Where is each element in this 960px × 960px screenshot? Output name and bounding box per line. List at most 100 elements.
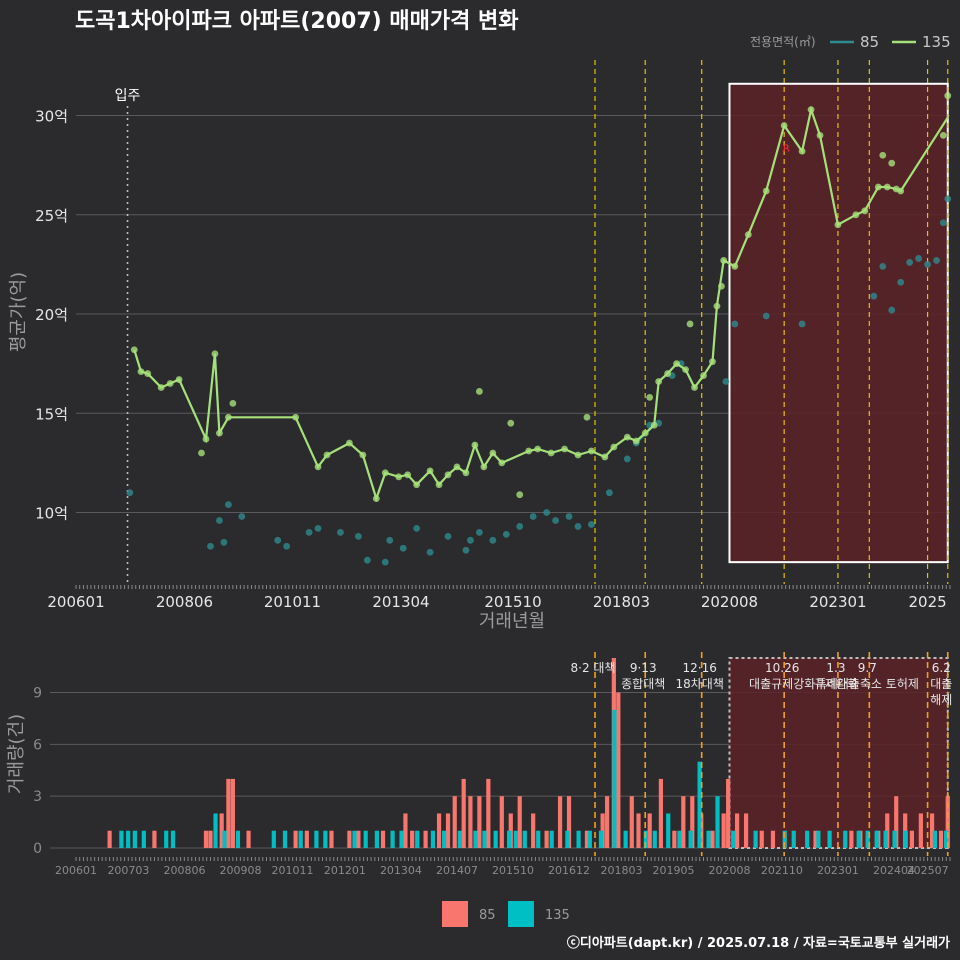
series-135-point [874, 183, 882, 191]
series-135-point [673, 360, 680, 368]
legend-85-label: 85 [860, 33, 879, 51]
bar-85 [909, 830, 915, 848]
bar-85 [710, 830, 715, 848]
bottom-x-tick-label: 200703 [107, 864, 149, 877]
bar-135 [697, 761, 702, 848]
bar-135 [507, 830, 512, 848]
series-85-point [386, 536, 394, 544]
series-135-point [834, 221, 842, 229]
bar-85 [726, 778, 731, 848]
series-85-point [722, 378, 730, 385]
series-85-point [489, 536, 497, 544]
bottom-x-tick-label: 200806 [163, 864, 205, 877]
series-135-point [413, 481, 421, 489]
bar-85 [721, 813, 726, 848]
series-135-point [359, 451, 367, 459]
series-85-point [283, 542, 291, 550]
bottom-x-tick-label: 200908 [219, 864, 261, 877]
bar-135 [352, 830, 357, 848]
bar-135 [473, 830, 478, 848]
bar-85 [356, 830, 361, 848]
occupancy-label: 입주 [115, 88, 141, 104]
bottom-x-tick-label: 202301 [817, 864, 859, 877]
top-x-tick-label: 201803 [593, 593, 650, 611]
series-85-point [126, 489, 134, 497]
series-135-point [646, 394, 654, 401]
series-135-point [686, 320, 694, 328]
series-85-point [207, 542, 214, 550]
bar-85 [230, 778, 235, 848]
bottom-bars [107, 658, 950, 848]
series-85-point [565, 513, 573, 520]
bar-85 [423, 830, 428, 848]
top-legend: 전용면적(㎡) 85 135 [750, 33, 951, 51]
top-x-tick-label: 2025 [908, 593, 946, 611]
policy-label: 해제 [930, 693, 952, 707]
series-135-point [426, 467, 434, 475]
bar-135 [141, 830, 146, 848]
bar-85 [759, 830, 764, 848]
series-135-point [216, 429, 223, 437]
policy-label: 대출 [930, 677, 952, 691]
policy-label: 종합대책 [621, 676, 665, 691]
bar-135 [119, 830, 124, 848]
series-135-point [547, 449, 555, 457]
series-135-point [650, 421, 658, 429]
series-85-point [924, 261, 931, 268]
series-135-point [372, 495, 380, 503]
bar-135 [827, 830, 832, 848]
top-policy-lines: 입주 [115, 60, 949, 584]
series-135-point [435, 481, 443, 489]
bar-135 [126, 830, 131, 848]
series-85-point [552, 517, 559, 524]
series-135-point [682, 366, 689, 374]
top-x-tick-label: 201011 [264, 593, 321, 611]
bar-85 [410, 830, 415, 848]
series-85-point [467, 536, 474, 544]
policy-label: 9.7 [858, 661, 877, 675]
series-135-point [395, 473, 403, 481]
bar-85 [152, 830, 157, 848]
series-135-point [888, 159, 896, 167]
series-135-point [507, 419, 515, 427]
series-85-point [462, 546, 470, 554]
bar-135 [932, 830, 938, 848]
bar-135 [715, 796, 720, 848]
series-135-point [292, 413, 300, 421]
bottom-y-tick-label: 9 [33, 686, 42, 702]
series-135-point [166, 380, 174, 387]
bar-85 [938, 830, 944, 848]
bar-135 [892, 830, 897, 848]
bar-85 [486, 778, 491, 848]
bar-135 [612, 709, 617, 848]
series-135-point [807, 106, 815, 113]
bar-135 [549, 830, 554, 848]
bar-85 [208, 830, 213, 848]
bar-85 [918, 813, 923, 848]
bar-85 [403, 813, 408, 848]
top-highlight-box [728, 82, 949, 564]
bar-85 [203, 830, 209, 848]
series-135-point [897, 187, 905, 195]
series-135-point [130, 346, 138, 354]
top-x-tick-label: 202301 [809, 593, 866, 611]
series-85-point [870, 292, 878, 300]
bar-135 [643, 830, 648, 848]
bar-85 [605, 796, 610, 848]
series-135-point [632, 437, 640, 445]
bottom-x-tick-label: 201510 [492, 864, 534, 877]
bar-85 [347, 830, 352, 848]
bar-85 [107, 830, 112, 848]
bar-135 [565, 830, 570, 848]
series-135-point [700, 372, 707, 379]
series-135-point [744, 231, 752, 239]
bar-135 [874, 830, 879, 848]
series-135-point [144, 370, 152, 377]
bar-135 [323, 830, 328, 848]
bar-85 [681, 796, 686, 848]
series-85-point [762, 312, 770, 320]
series-85-point [944, 195, 952, 203]
bar-85 [517, 796, 522, 848]
series-85-point [543, 509, 551, 516]
